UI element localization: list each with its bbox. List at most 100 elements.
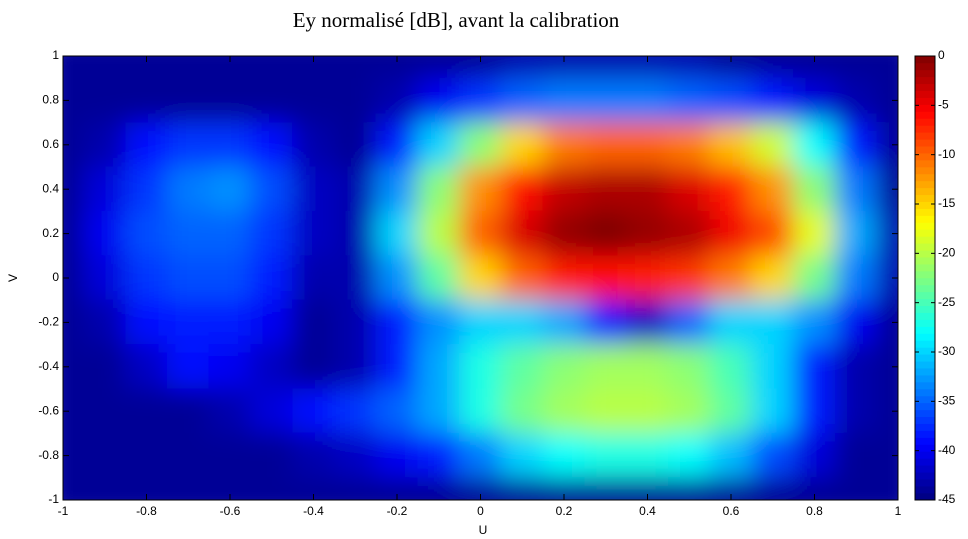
heatmap-cell bbox=[626, 166, 669, 212]
heatmap-cell bbox=[292, 432, 335, 479]
heatmap-cell bbox=[667, 432, 711, 479]
heatmap-cell bbox=[166, 210, 210, 257]
colorbar-tick-label: -40 bbox=[938, 443, 956, 457]
x-tick-label: -1 bbox=[58, 504, 69, 518]
x-tick-label: 0.2 bbox=[556, 504, 573, 518]
heatmap-cell bbox=[667, 122, 711, 168]
colorbar-segment bbox=[915, 173, 935, 182]
heatmap-cell bbox=[751, 255, 795, 301]
heatmap-cell bbox=[834, 344, 878, 390]
heatmap-cell bbox=[834, 388, 878, 434]
heatmap-cell bbox=[63, 344, 85, 390]
colorbar-segment bbox=[915, 492, 935, 501]
heatmap-cell bbox=[500, 432, 544, 479]
heatmap-cell bbox=[500, 56, 544, 79]
colorbar-segment bbox=[915, 62, 935, 71]
heatmap-cell bbox=[459, 122, 502, 168]
heatmap-cell bbox=[375, 388, 419, 434]
colorbar-segment bbox=[915, 354, 935, 362]
heatmap-cell bbox=[375, 344, 419, 390]
heatmap-cell bbox=[208, 166, 252, 212]
x-tick-label: -0.8 bbox=[136, 504, 157, 518]
heatmap-cell bbox=[333, 255, 377, 301]
heatmap-cell bbox=[208, 388, 252, 434]
colorbar-segment bbox=[915, 458, 935, 466]
heatmap-cell bbox=[626, 56, 669, 79]
colorbar-segment bbox=[915, 125, 935, 133]
heatmap-cell bbox=[834, 77, 878, 124]
heatmap-cell bbox=[83, 299, 127, 346]
y-tick-label: -0.6 bbox=[38, 403, 59, 417]
heatmap-cell bbox=[459, 388, 502, 434]
heatmap-cell bbox=[417, 210, 461, 257]
heatmap-cell bbox=[292, 77, 335, 124]
heatmap-cell bbox=[542, 210, 586, 257]
heatmap-cell bbox=[63, 299, 85, 346]
heatmap-cell bbox=[166, 166, 210, 212]
heatmap-cell bbox=[83, 166, 127, 212]
heatmap-cell bbox=[459, 344, 502, 390]
heatmap-cell bbox=[166, 432, 210, 479]
heatmap-cell bbox=[876, 166, 898, 212]
heatmap-cell bbox=[292, 344, 335, 390]
heatmap-cell bbox=[375, 299, 419, 346]
heatmap-cell bbox=[542, 56, 586, 79]
heatmap-cell bbox=[63, 210, 85, 257]
heatmap-cell bbox=[333, 299, 377, 346]
heatmap-cell bbox=[417, 477, 461, 500]
colorbar-segment bbox=[915, 409, 935, 418]
heatmap-cell bbox=[417, 122, 461, 168]
colorbar-segment bbox=[915, 298, 935, 307]
colorbar-segment bbox=[915, 76, 935, 85]
heatmap-cell bbox=[584, 210, 628, 257]
heatmap-cell bbox=[584, 344, 628, 390]
heatmap-cell bbox=[333, 432, 377, 479]
heatmap-cell bbox=[793, 122, 836, 168]
heatmap-cell bbox=[125, 210, 168, 257]
heatmap-cell bbox=[793, 344, 836, 390]
heatmap-cell bbox=[500, 210, 544, 257]
heatmap-cell bbox=[292, 255, 335, 301]
colorbar-segment bbox=[915, 333, 935, 341]
heatmap-cell bbox=[834, 210, 878, 257]
heatmap-cell bbox=[667, 210, 711, 257]
heatmap-cell bbox=[63, 56, 85, 79]
colorbar-segment bbox=[915, 180, 935, 189]
x-tick-label: 0 bbox=[477, 504, 484, 518]
y-axis-label: V bbox=[6, 274, 20, 282]
heatmap-cell bbox=[333, 77, 377, 124]
heatmap-cell bbox=[584, 299, 628, 346]
y-tick-label: 0.6 bbox=[42, 137, 59, 151]
heatmap-cell bbox=[667, 56, 711, 79]
colorbar-tick-label: -45 bbox=[938, 492, 956, 506]
heatmap-cell bbox=[417, 255, 461, 301]
heatmap-cell bbox=[459, 477, 502, 500]
heatmap-cell bbox=[584, 77, 628, 124]
y-tick-label: -0.2 bbox=[38, 315, 59, 329]
heatmap-cell bbox=[63, 477, 85, 500]
colorbar-segment bbox=[915, 256, 935, 265]
heatmap-cell bbox=[83, 432, 127, 479]
colorbar-segment bbox=[915, 249, 935, 258]
heatmap-cell bbox=[250, 122, 294, 168]
heatmap-cell bbox=[292, 166, 335, 212]
y-tick-label: 0.4 bbox=[42, 181, 59, 195]
heatmap-cell bbox=[166, 77, 210, 124]
heatmap-cell bbox=[83, 388, 127, 434]
heatmap-cell bbox=[125, 166, 168, 212]
colorbar-segment bbox=[915, 312, 935, 320]
x-tick-label: 0.4 bbox=[639, 504, 656, 518]
heatmap-cell bbox=[626, 477, 669, 500]
colorbar-segment bbox=[915, 277, 935, 286]
heatmap-cell bbox=[834, 255, 878, 301]
heatmap-cell bbox=[500, 166, 544, 212]
heatmap-cell bbox=[292, 56, 335, 79]
heatmap-cell bbox=[751, 344, 795, 390]
heatmap-cell bbox=[63, 255, 85, 301]
heatmap-cell bbox=[166, 299, 210, 346]
colorbar-segment bbox=[915, 451, 935, 459]
y-tick-label: -0.4 bbox=[38, 359, 59, 373]
heatmap-cell bbox=[667, 388, 711, 434]
heatmap-cell bbox=[333, 388, 377, 434]
colorbar-tick-label: -25 bbox=[938, 295, 956, 309]
